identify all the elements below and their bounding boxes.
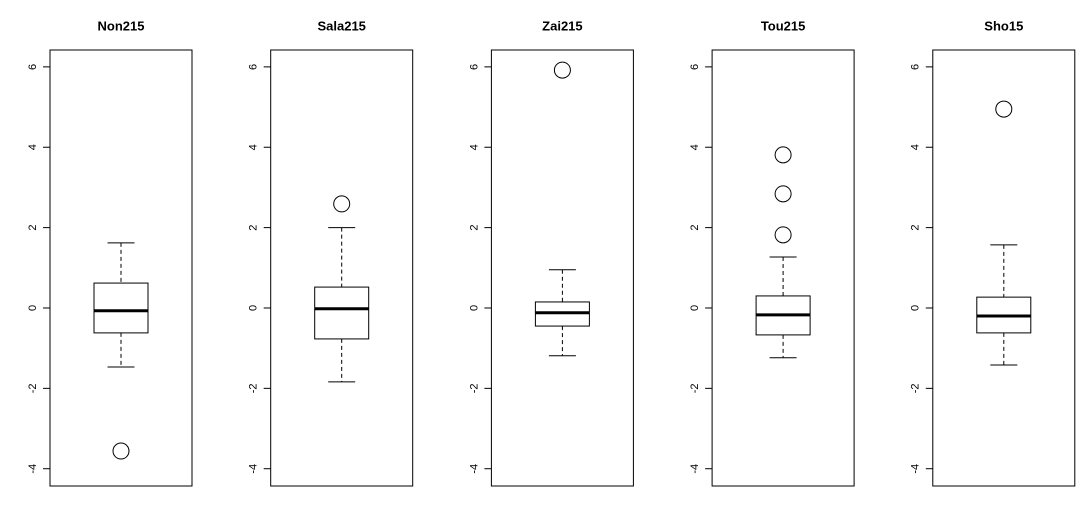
chart-title: Zai215	[542, 18, 582, 33]
outlier	[774, 146, 792, 164]
y-tick-label: 0	[468, 305, 480, 311]
y-tick-label: 0	[689, 305, 701, 311]
outlier	[333, 195, 351, 213]
plot-frame	[49, 49, 193, 487]
chart-title: Sala215	[317, 18, 365, 33]
y-tick-label: 4	[910, 144, 922, 150]
chart-title: Non215	[98, 18, 145, 33]
outlier	[553, 61, 571, 79]
y-tick-label: 6	[689, 64, 701, 70]
y-tick-label: 2	[27, 225, 39, 231]
y-tick-label: 6	[910, 64, 922, 70]
y-tick-label: 2	[910, 225, 922, 231]
plot-frame	[490, 49, 634, 487]
y-tick-label: 0	[27, 305, 39, 311]
y-tick-label: -4	[248, 464, 260, 474]
y-tick-label: 2	[468, 225, 480, 231]
y-tick-label: -2	[468, 383, 480, 393]
plot-frame	[270, 49, 414, 487]
y-tick-label: -2	[248, 383, 260, 393]
box	[314, 286, 370, 340]
box	[93, 282, 149, 334]
y-tick-label: -4	[689, 464, 701, 474]
outlier	[995, 100, 1013, 118]
y-tick-label: 2	[689, 225, 701, 231]
y-tick-label: -4	[910, 464, 922, 474]
plot-frame	[711, 49, 855, 487]
y-tick-label: 4	[689, 144, 701, 150]
y-tick-label: 0	[248, 305, 260, 311]
y-tick-label: -2	[910, 383, 922, 393]
outlier	[112, 442, 130, 460]
y-tick-label: 4	[27, 144, 39, 150]
chart-title: Tou215	[761, 18, 806, 33]
outlier	[774, 226, 792, 244]
y-tick-label: 4	[468, 144, 480, 150]
y-tick-label: -4	[468, 464, 480, 474]
plot-frame	[932, 49, 1076, 487]
y-tick-label: 4	[248, 144, 260, 150]
y-tick-label: -2	[689, 383, 701, 393]
y-tick-label: -4	[27, 464, 39, 474]
outlier	[774, 185, 792, 203]
y-tick-label: -2	[27, 383, 39, 393]
chart-title: Sho15	[984, 18, 1023, 33]
y-tick-label: 2	[248, 225, 260, 231]
y-tick-label: 0	[910, 305, 922, 311]
y-tick-label: 6	[248, 64, 260, 70]
y-tick-label: 6	[27, 64, 39, 70]
y-tick-label: 6	[468, 64, 480, 70]
